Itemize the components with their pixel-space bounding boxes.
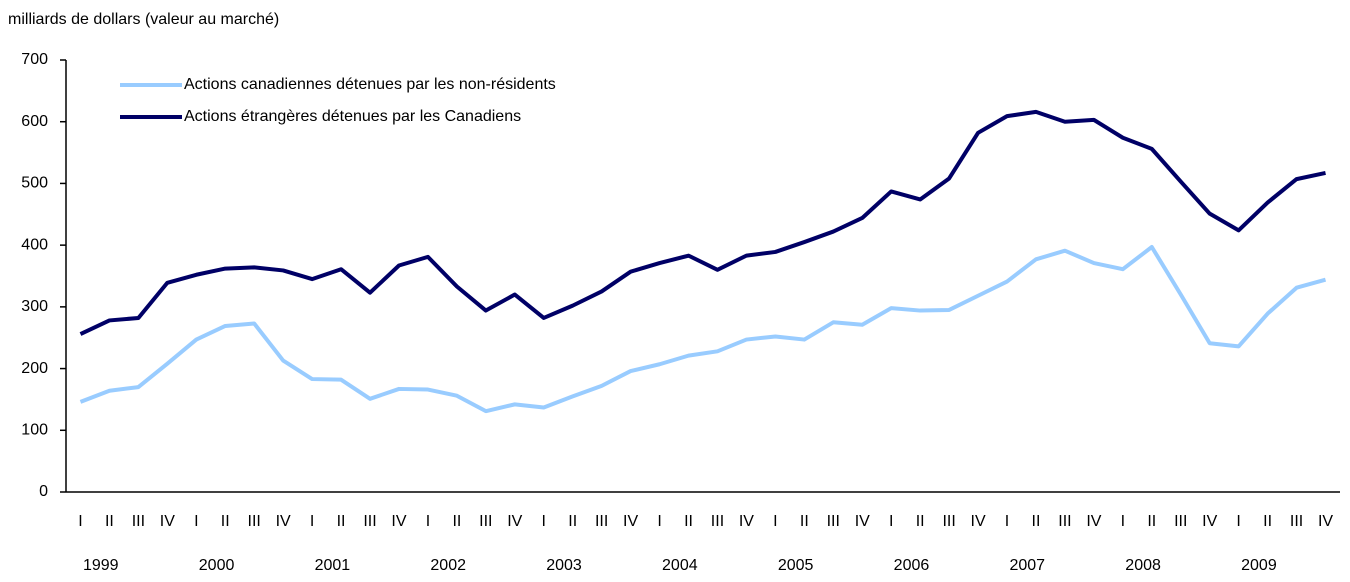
year-label: 2004 <box>662 557 698 574</box>
x-tick-label: III <box>942 513 955 530</box>
x-tick-label: I <box>542 513 546 530</box>
x-tick-label: IV <box>1318 513 1333 530</box>
year-label: 2009 <box>1241 557 1277 574</box>
x-tick-label: III <box>595 513 608 530</box>
x-tick-label: I <box>1236 513 1240 530</box>
x-tick-label: II <box>800 513 809 530</box>
x-tick-label: II <box>568 513 577 530</box>
year-label: 2002 <box>430 557 466 574</box>
x-tick-label: I <box>78 513 82 530</box>
x-tick-label: II <box>452 513 461 530</box>
x-tick-label: III <box>1058 513 1071 530</box>
x-tick-label: I <box>773 513 777 530</box>
x-tick-label: III <box>1290 513 1303 530</box>
x-tick-label: IV <box>855 513 870 530</box>
x-tick-label: IV <box>1202 513 1217 530</box>
x-tick-label: I <box>1121 513 1125 530</box>
series-line <box>79 109 1326 336</box>
y-tick-label: 100 <box>21 422 48 439</box>
x-tick-label: III <box>711 513 724 530</box>
x-tick-label: IV <box>739 513 754 530</box>
year-label: 1999 <box>83 557 119 574</box>
x-tick-label: III <box>132 513 145 530</box>
x-tick-label: I <box>889 513 893 530</box>
series-line <box>79 244 1327 414</box>
legend-label: Actions canadiennes détenues par les non… <box>184 76 556 93</box>
y-tick-label: 700 <box>21 51 48 68</box>
x-tick-label: I <box>310 513 314 530</box>
x-tick-label: II <box>1032 513 1041 530</box>
y-tick-label: 200 <box>21 360 48 377</box>
legend-label: Actions étrangères détenues par les Cana… <box>184 108 521 125</box>
y-tick-label: 500 <box>21 175 48 192</box>
x-tick-label: I <box>657 513 661 530</box>
x-tick-label: III <box>363 513 376 530</box>
x-tick-label: IV <box>507 513 522 530</box>
x-tick-label: IV <box>276 513 291 530</box>
year-label: 2006 <box>894 557 930 574</box>
x-tick-label: III <box>1174 513 1187 530</box>
x-tick-label: I <box>194 513 198 530</box>
x-tick-label: II <box>105 513 114 530</box>
y-tick-label: 300 <box>21 298 48 315</box>
x-tick-label: IV <box>391 513 406 530</box>
year-label: 2007 <box>1009 557 1045 574</box>
year-label: 2008 <box>1125 557 1161 574</box>
year-label: 2005 <box>778 557 814 574</box>
x-tick-label: II <box>1147 513 1156 530</box>
x-tick-label: I <box>426 513 430 530</box>
x-tick-label: II <box>684 513 693 530</box>
x-tick-label: IV <box>1086 513 1101 530</box>
year-label: 2000 <box>199 557 235 574</box>
x-tick-label: III <box>827 513 840 530</box>
x-tick-label: III <box>248 513 261 530</box>
y-tick-label: 600 <box>21 113 48 130</box>
x-tick-label: I <box>1005 513 1009 530</box>
x-tick-label: IV <box>971 513 986 530</box>
x-tick-label: IV <box>623 513 638 530</box>
year-label: 2001 <box>315 557 351 574</box>
x-tick-label: IV <box>160 513 175 530</box>
x-tick-label: II <box>221 513 230 530</box>
y-axis-label: milliards de dollars (valeur au marché) <box>8 11 279 28</box>
year-label: 2003 <box>546 557 582 574</box>
x-tick-label: II <box>916 513 925 530</box>
y-tick-label: 0 <box>39 483 48 500</box>
y-tick-label: 400 <box>21 236 48 253</box>
x-tick-label: II <box>1263 513 1272 530</box>
x-tick-label: II <box>337 513 346 530</box>
x-tick-label: III <box>479 513 492 530</box>
